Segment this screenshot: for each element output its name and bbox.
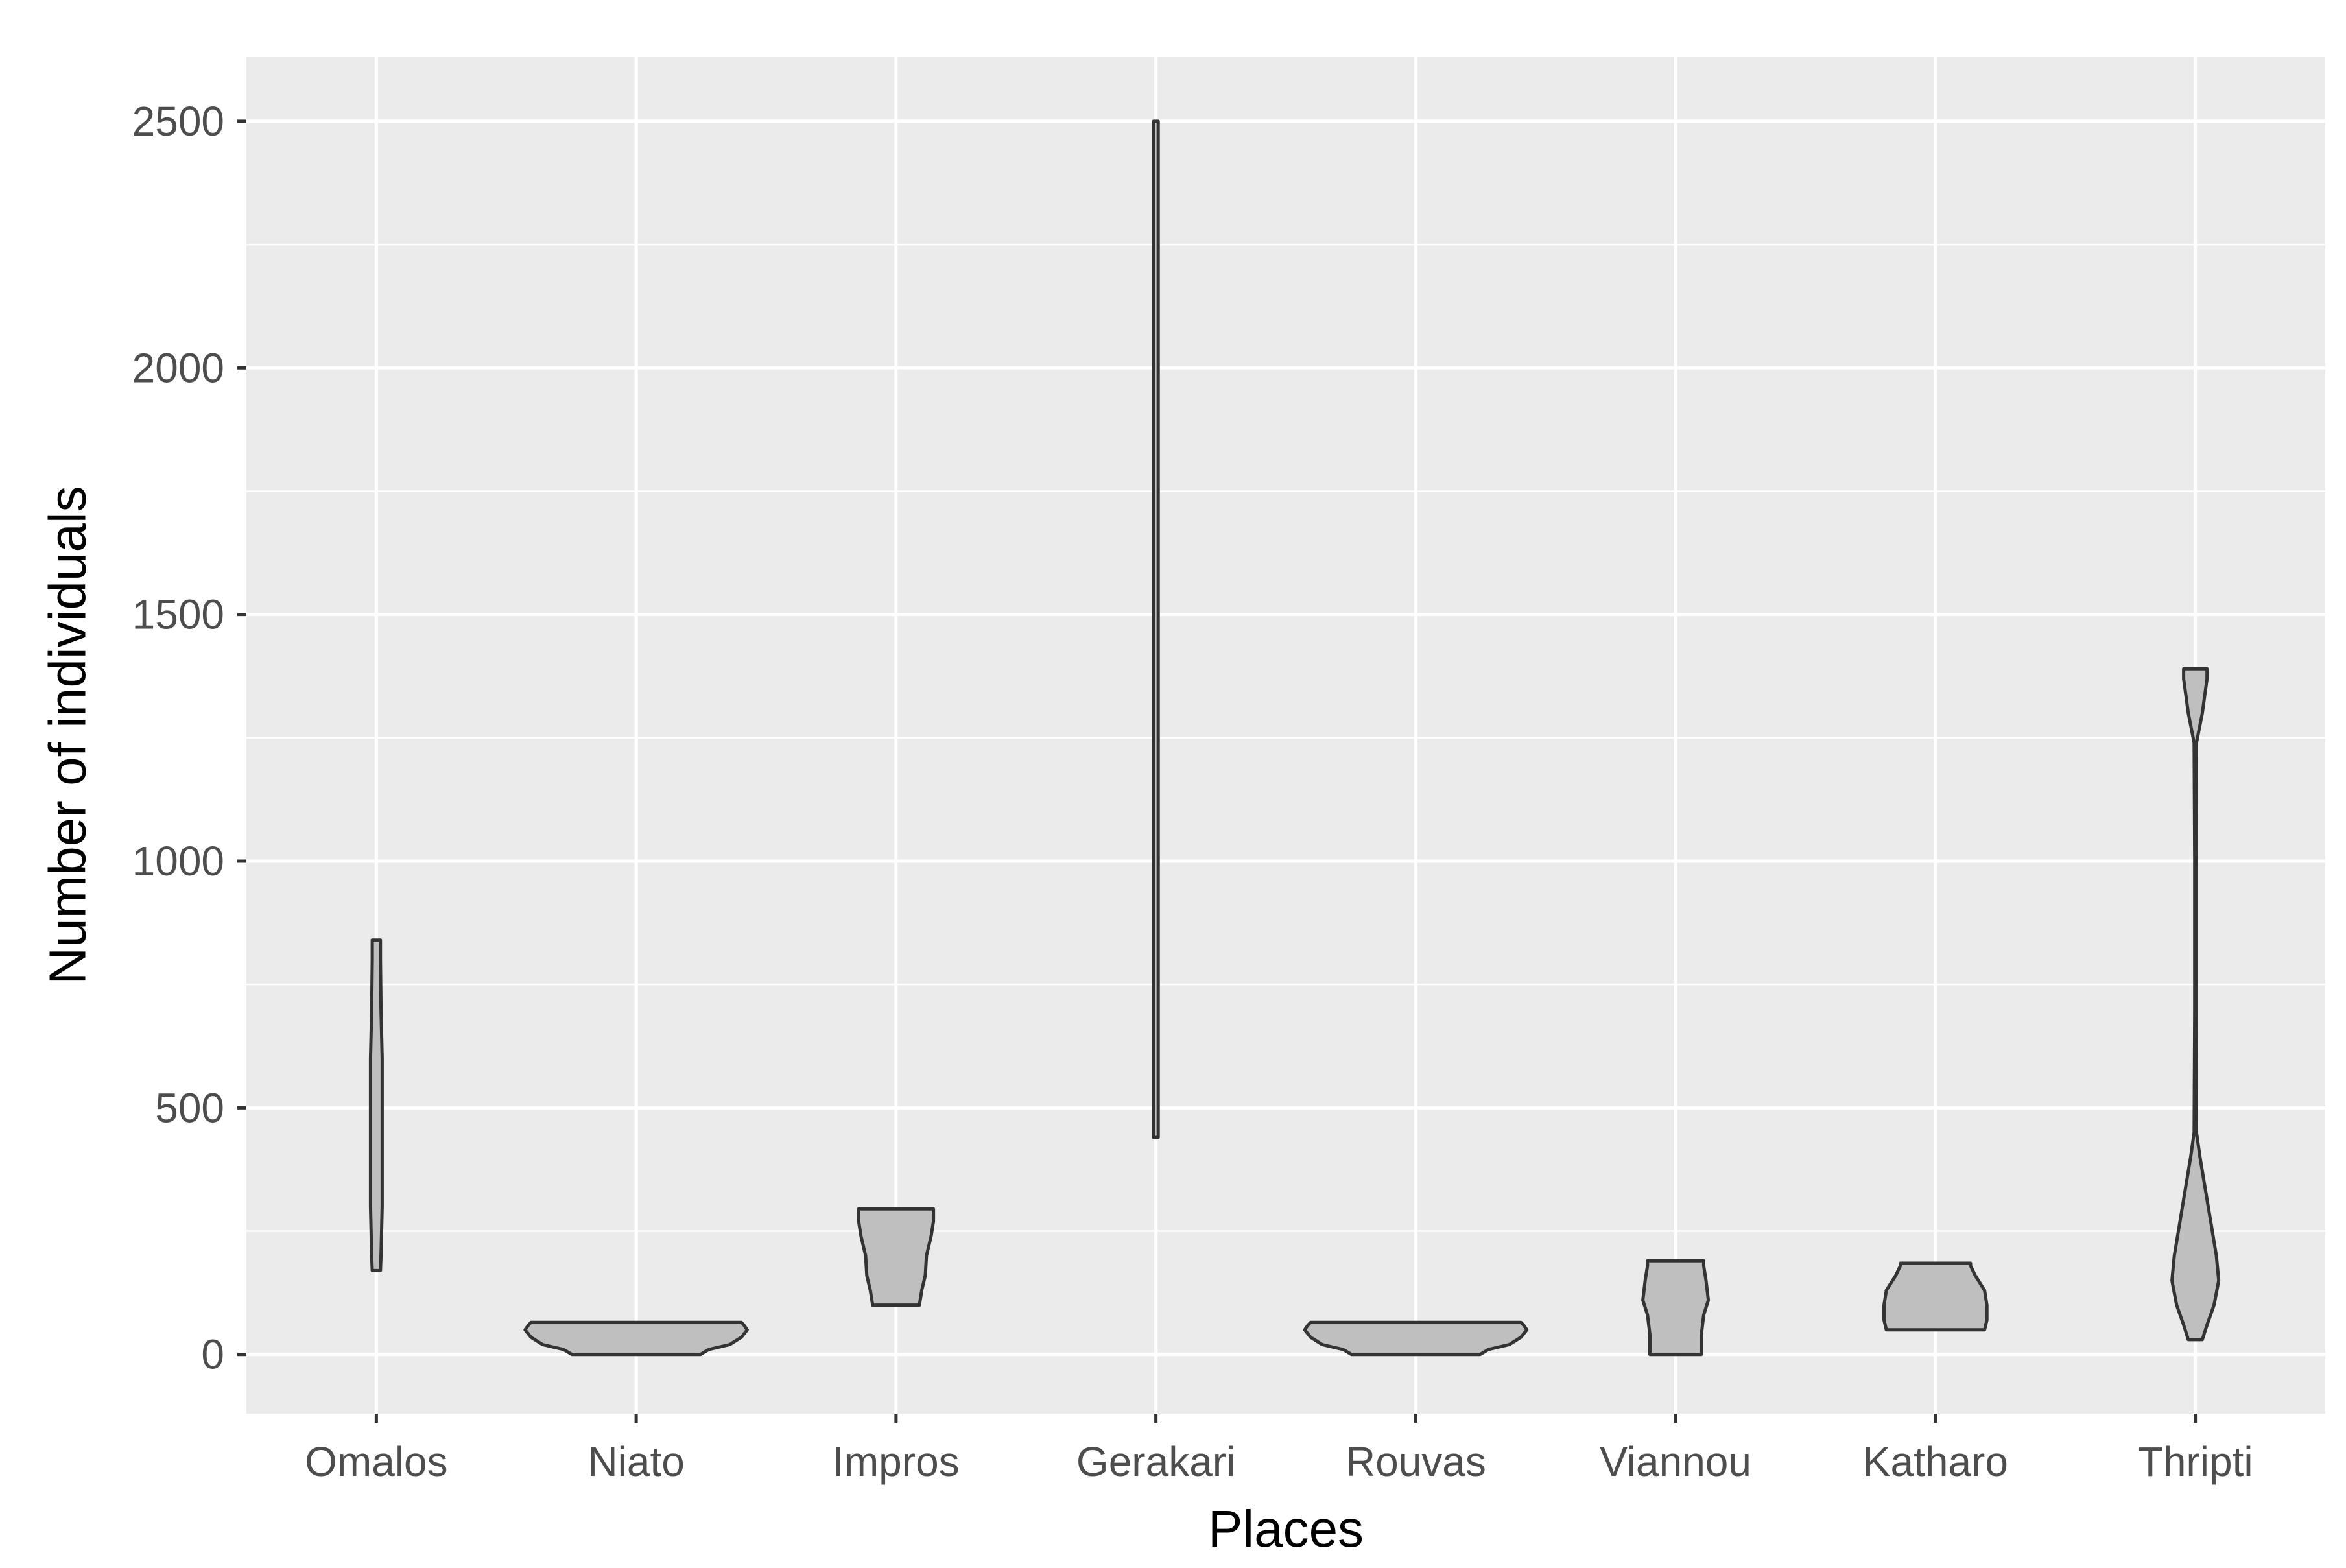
- x-tick-label: Omalos: [305, 1438, 448, 1485]
- x-axis-title: Places: [1208, 1500, 1364, 1558]
- y-tick-label: 0: [201, 1331, 224, 1378]
- y-tick-label: 500: [155, 1084, 224, 1131]
- y-tick-label: 2500: [132, 98, 224, 145]
- plot-panel: [246, 57, 2325, 1414]
- y-axis: 0 500 1000 1500 2000 2500: [132, 98, 246, 1378]
- x-tick-label: Niato: [587, 1438, 684, 1485]
- violin-impros: [857, 1207, 936, 1307]
- violin-omalos: [368, 938, 384, 1272]
- grid-minor: [246, 243, 2325, 1232]
- y-tick-label: 1000: [132, 838, 224, 885]
- x-tick-label: Gerakari: [1076, 1438, 1235, 1485]
- y-axis-title: Number of individuals: [39, 486, 97, 984]
- violin-rouvas: [1303, 1320, 1529, 1357]
- x-tick-label: Katharo: [1863, 1438, 2008, 1485]
- violin-gerakari: [1152, 119, 1160, 1139]
- violin-viannou: [1641, 1259, 1711, 1357]
- x-tick-label: Viannou: [1600, 1438, 1751, 1485]
- x-tick-label: Rouvas: [1345, 1438, 1486, 1485]
- y-tick-label: 1500: [132, 591, 224, 638]
- y-tick-label: 2000: [132, 344, 224, 391]
- x-tick-label: Thripti: [2138, 1438, 2253, 1485]
- violin-katharo: [1882, 1261, 1989, 1332]
- x-axis: Omalos Niato Impros Gerakari Rouvas Viannou Ka…: [305, 1414, 2253, 1485]
- violins: [368, 119, 2221, 1357]
- violin-niato: [523, 1320, 749, 1357]
- violin-thripti: [2170, 667, 2221, 1342]
- x-tick-label: Impros: [833, 1438, 960, 1485]
